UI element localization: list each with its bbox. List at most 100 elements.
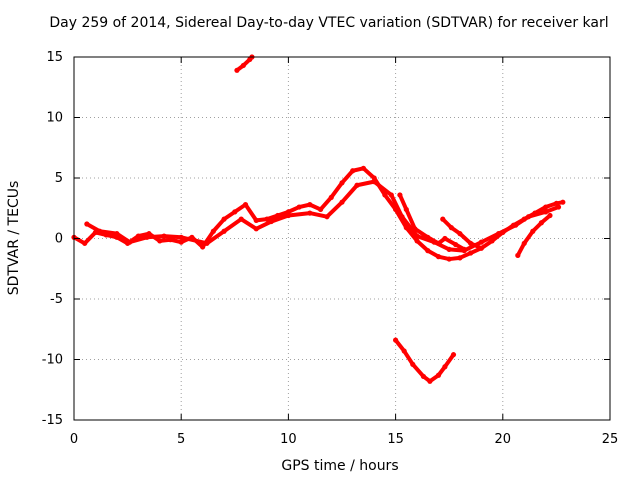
data-point xyxy=(435,372,442,378)
series-evening-spur xyxy=(440,216,484,251)
x-tick-label: 15 xyxy=(387,432,404,447)
data-point xyxy=(339,180,345,186)
x-tick-label: 5 xyxy=(177,432,185,447)
tick-layer: 0 5 10 15 20 25 -15 -10 -5 0 5 10 15 xyxy=(42,50,619,447)
data-point xyxy=(401,348,407,354)
series-late-spur xyxy=(397,192,467,252)
data-point xyxy=(442,235,448,242)
data-point xyxy=(543,204,549,210)
data-point xyxy=(200,244,206,250)
data-point xyxy=(328,194,334,200)
data-point xyxy=(84,221,90,227)
data-point xyxy=(307,210,313,216)
data-point xyxy=(360,165,367,171)
data-point xyxy=(495,231,502,237)
y-tick-label: -5 xyxy=(50,292,63,307)
data-point xyxy=(393,337,399,343)
data-point xyxy=(285,209,291,215)
data-point xyxy=(414,238,420,244)
data-point xyxy=(82,240,88,246)
data-point xyxy=(448,225,454,231)
data-point xyxy=(446,256,452,262)
series-lower-arc xyxy=(393,337,457,384)
data-point xyxy=(221,216,227,222)
data-point xyxy=(515,252,521,259)
y-tick-label: 10 xyxy=(46,111,63,126)
data-point xyxy=(268,218,274,225)
data-point xyxy=(468,240,474,246)
data-point xyxy=(435,240,442,246)
data-point xyxy=(453,241,459,248)
y-tick-label: -10 xyxy=(42,353,63,368)
data-point xyxy=(296,204,302,210)
data-point xyxy=(264,216,270,222)
y-tick-label: -15 xyxy=(42,413,63,428)
data-point xyxy=(457,231,463,237)
series-layer xyxy=(71,54,566,384)
data-point xyxy=(350,168,356,174)
data-point xyxy=(414,233,420,239)
data-point xyxy=(371,179,377,185)
data-point xyxy=(242,202,249,208)
data-point xyxy=(253,226,259,232)
x-tick-label: 10 xyxy=(280,432,297,447)
data-point xyxy=(525,214,532,220)
data-point xyxy=(285,212,291,219)
data-point xyxy=(468,250,474,256)
data-point xyxy=(399,214,405,220)
data-point xyxy=(317,206,324,213)
data-point xyxy=(547,212,553,219)
data-point xyxy=(354,182,360,188)
data-point xyxy=(420,373,427,380)
series-line xyxy=(397,192,467,252)
data-point xyxy=(240,62,246,69)
grid-layer xyxy=(74,57,610,420)
data-point xyxy=(178,234,184,240)
x-tick-label: 0 xyxy=(70,432,78,447)
series-dip-spur xyxy=(515,212,553,259)
data-point xyxy=(560,199,566,205)
data-point xyxy=(204,240,210,246)
y-tick-label: 0 xyxy=(55,232,63,247)
y-tick-label: 15 xyxy=(46,50,63,65)
data-point xyxy=(412,226,418,232)
data-point xyxy=(450,352,457,358)
data-point xyxy=(339,199,345,205)
data-point xyxy=(232,209,238,215)
data-point xyxy=(478,245,484,251)
data-point xyxy=(238,216,244,222)
data-point xyxy=(530,228,536,234)
data-point xyxy=(461,246,467,252)
data-point xyxy=(425,248,431,254)
data-point xyxy=(425,234,431,240)
data-point xyxy=(397,192,403,198)
data-point xyxy=(543,209,549,215)
data-point xyxy=(435,254,442,260)
data-point xyxy=(478,239,484,245)
data-point xyxy=(221,228,227,234)
data-point xyxy=(307,202,313,208)
chart-title: Day 259 of 2014, Sidereal Day-to-day VTE… xyxy=(49,15,608,31)
data-point xyxy=(521,240,527,246)
y-tick-label: 5 xyxy=(55,171,63,186)
data-point xyxy=(178,239,184,245)
data-point xyxy=(234,67,240,73)
data-point xyxy=(253,217,259,223)
data-point xyxy=(161,233,167,239)
data-point xyxy=(388,192,394,198)
data-point xyxy=(538,220,544,226)
data-point xyxy=(555,204,562,210)
data-point xyxy=(114,231,120,237)
x-tick-label: 20 xyxy=(495,432,512,447)
data-point xyxy=(403,206,409,213)
data-point xyxy=(157,238,163,244)
data-point xyxy=(446,246,452,252)
y-axis-title: SDTVAR / TECUs xyxy=(6,181,22,296)
data-point xyxy=(97,228,103,234)
data-point xyxy=(127,239,133,245)
data-point xyxy=(324,214,330,220)
data-point xyxy=(210,228,216,234)
series-line xyxy=(84,179,561,253)
data-point xyxy=(513,222,519,228)
